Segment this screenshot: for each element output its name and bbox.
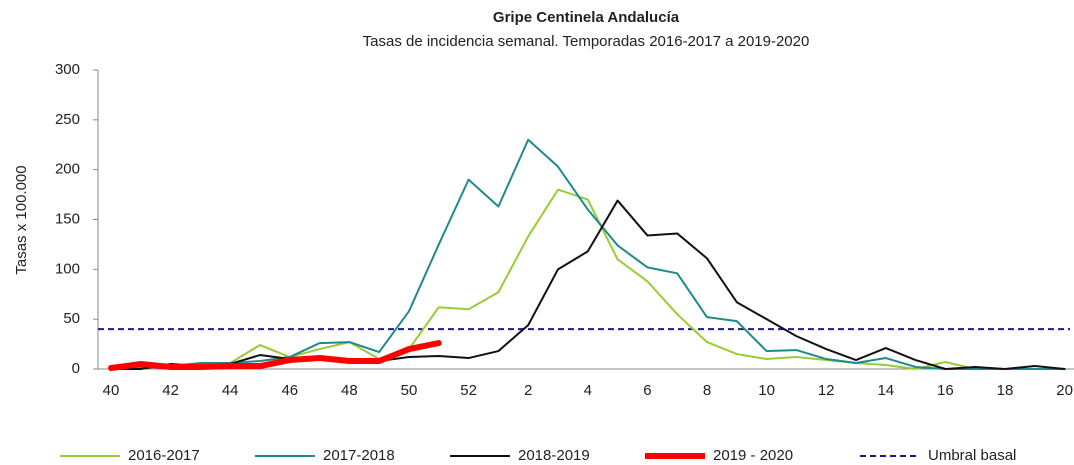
legend-label: Umbral basal (928, 447, 1016, 464)
x-tick-label: 20 (1056, 382, 1073, 399)
series-line (108, 340, 442, 372)
x-tick-label: 52 (460, 382, 477, 399)
y-axis-label: Tasas x 100.000 (13, 165, 30, 274)
y-tick-label: 0 (72, 360, 80, 377)
x-tick-label: 10 (758, 382, 775, 399)
series-line (110, 188, 1066, 370)
legend-label: 2018-2019 (518, 447, 590, 464)
x-tick-label: 46 (281, 382, 298, 399)
x-tick-label: 42 (162, 382, 179, 399)
x-tick-label: 2 (524, 382, 532, 399)
x-tick-label: 16 (937, 382, 954, 399)
legend-label: 2017-2018 (323, 447, 395, 464)
x-tick-label: 18 (997, 382, 1014, 399)
y-tick-label: 200 (55, 161, 80, 178)
x-tick-label: 12 (818, 382, 835, 399)
legend-label: 2016-2017 (128, 447, 200, 464)
x-tick-label: 14 (877, 382, 894, 399)
series-line (110, 199, 1066, 370)
y-tick-label: 300 (55, 61, 80, 78)
x-tick-label: 40 (103, 382, 120, 399)
y-tick-label: 50 (63, 310, 80, 327)
x-tick-label: 4 (584, 382, 592, 399)
chart-title: Gripe Centinela Andalucía (493, 9, 680, 26)
y-tick-label: 100 (55, 260, 80, 277)
x-tick-label: 48 (341, 382, 358, 399)
x-tick-label: 44 (222, 382, 239, 399)
legend-label: 2019 - 2020 (713, 447, 793, 464)
x-tick-label: 6 (643, 382, 651, 399)
x-tick-label: 8 (703, 382, 711, 399)
y-tick-label: 150 (55, 210, 80, 227)
x-tick-label: 50 (401, 382, 418, 399)
y-tick-label: 250 (55, 111, 80, 128)
series-line (110, 138, 1066, 370)
chart-subtitle: Tasas de incidencia semanal. Temporadas … (363, 33, 810, 50)
